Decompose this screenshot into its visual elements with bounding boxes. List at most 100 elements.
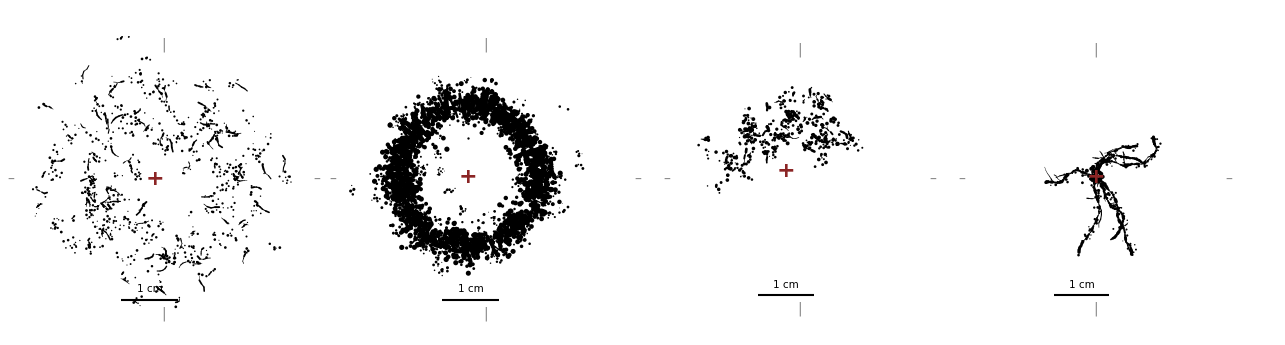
Point (394, 159, 415, 165)
Point (524, 199, 545, 205)
Point (1088, 161, 1109, 167)
Point (511, 111, 532, 117)
Point (1088, 200, 1109, 206)
Point (386, 167, 406, 172)
Point (1072, 173, 1092, 178)
Point (468, 252, 488, 257)
Point (843, 138, 864, 143)
Point (112, 192, 132, 198)
Point (198, 210, 218, 216)
Point (386, 206, 406, 211)
Point (541, 161, 562, 167)
Point (490, 133, 510, 139)
Point (465, 244, 486, 249)
Point (517, 166, 537, 171)
Point (419, 107, 439, 113)
Point (734, 161, 754, 167)
Point (1109, 205, 1130, 210)
Point (216, 186, 236, 191)
Point (550, 174, 571, 179)
Point (515, 171, 536, 177)
Point (542, 175, 563, 180)
Point (149, 219, 170, 224)
Point (803, 122, 824, 127)
Point (540, 199, 560, 204)
Point (554, 208, 574, 213)
Point (421, 220, 442, 226)
Point (379, 174, 400, 179)
Point (464, 248, 484, 254)
Point (1126, 143, 1146, 148)
Point (391, 171, 411, 177)
Point (247, 156, 267, 161)
Point (448, 234, 469, 239)
Point (391, 194, 411, 199)
Point (799, 116, 820, 122)
Point (89, 104, 109, 109)
Point (388, 183, 409, 189)
Point (108, 104, 128, 109)
Point (397, 220, 418, 226)
Point (469, 100, 490, 106)
Point (812, 95, 833, 100)
Point (487, 95, 508, 101)
Point (465, 236, 486, 241)
Point (1146, 146, 1167, 152)
Point (84, 244, 104, 250)
Point (420, 107, 441, 112)
Point (491, 238, 511, 244)
Point (182, 153, 203, 158)
Point (412, 227, 433, 233)
Point (96, 219, 117, 224)
Point (1115, 155, 1136, 160)
Point (483, 252, 504, 258)
Point (369, 164, 389, 169)
Point (482, 77, 502, 83)
Point (393, 138, 414, 144)
Point (463, 238, 483, 244)
Point (393, 180, 414, 186)
Point (514, 227, 535, 233)
Point (1088, 188, 1109, 193)
Point (157, 108, 177, 114)
Point (1087, 217, 1108, 223)
Point (524, 148, 545, 154)
Point (468, 111, 488, 117)
Point (275, 175, 296, 180)
Point (402, 177, 423, 183)
Point (430, 123, 451, 129)
Point (416, 137, 437, 143)
Point (452, 246, 473, 251)
Point (80, 207, 100, 213)
Point (402, 210, 423, 216)
Point (167, 136, 188, 141)
Point (418, 133, 438, 138)
Point (396, 137, 416, 142)
Point (75, 185, 95, 190)
Point (111, 103, 131, 108)
Point (375, 154, 396, 160)
Point (1113, 238, 1133, 244)
Point (41, 165, 62, 171)
Point (375, 177, 396, 182)
Point (80, 201, 100, 207)
Point (396, 245, 416, 251)
Point (398, 218, 419, 223)
Point (513, 213, 533, 218)
Point (754, 129, 775, 134)
Point (504, 120, 524, 126)
Point (382, 145, 402, 151)
Point (511, 180, 532, 186)
Point (392, 217, 412, 223)
Point (212, 128, 233, 134)
Point (1127, 141, 1148, 147)
Point (416, 106, 437, 112)
Point (134, 201, 154, 207)
Point (469, 248, 490, 253)
Point (533, 208, 554, 213)
Point (430, 228, 451, 234)
Point (459, 109, 479, 115)
Text: |: | (162, 38, 166, 52)
Point (488, 227, 509, 233)
Point (529, 144, 550, 149)
